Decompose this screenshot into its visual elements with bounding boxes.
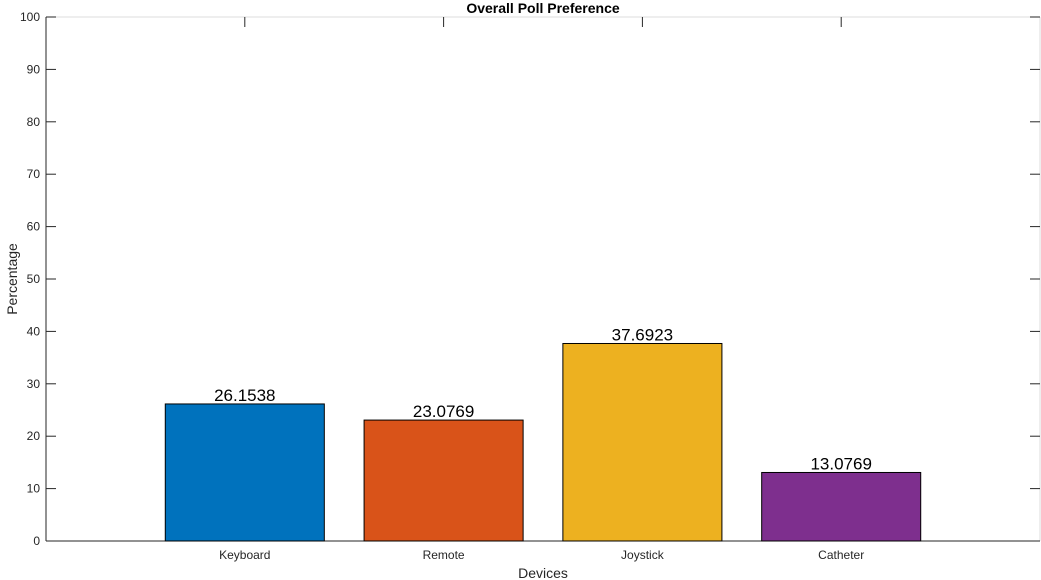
y-tick-label: 90 (27, 62, 41, 76)
x-axis: Keyboard Remote Joystick Catheter (219, 17, 864, 562)
x-tick-label: Catheter (818, 548, 864, 562)
bar (363, 419, 524, 542)
y-axis: 0 10 20 30 40 50 60 70 80 90 100 (20, 10, 1040, 548)
x-tick-label: Keyboard (219, 548, 270, 562)
bar (562, 342, 723, 542)
bar (164, 403, 325, 542)
y-tick-label: 30 (27, 377, 41, 391)
y-tick-label: 100 (20, 10, 40, 24)
y-tick-label: 80 (27, 115, 41, 129)
y-tick-label: 10 (27, 482, 41, 496)
x-tick-label: Joystick (621, 548, 665, 562)
bar-value-label: 26.1538 (214, 386, 275, 405)
bar (761, 471, 922, 542)
y-tick-label: 40 (27, 324, 41, 338)
chart-title: Overall Poll Preference (466, 0, 620, 16)
y-tick-label: 20 (27, 429, 41, 443)
y-tick-label: 50 (27, 272, 41, 286)
bars (164, 342, 922, 542)
x-axis-label: Devices (518, 565, 568, 580)
bar-value-label: 23.0769 (413, 402, 474, 421)
data-labels: 26.1538 23.0769 37.6923 13.0769 (214, 325, 872, 473)
y-axis-label: Percentage (4, 243, 20, 315)
bar-value-label: 37.6923 (612, 325, 673, 344)
bar-value-label: 13.0769 (810, 454, 871, 473)
y-tick-label: 70 (27, 167, 41, 181)
y-tick-label: 0 (33, 534, 40, 548)
x-tick-label: Remote (423, 548, 465, 562)
y-tick-label: 60 (27, 220, 41, 234)
